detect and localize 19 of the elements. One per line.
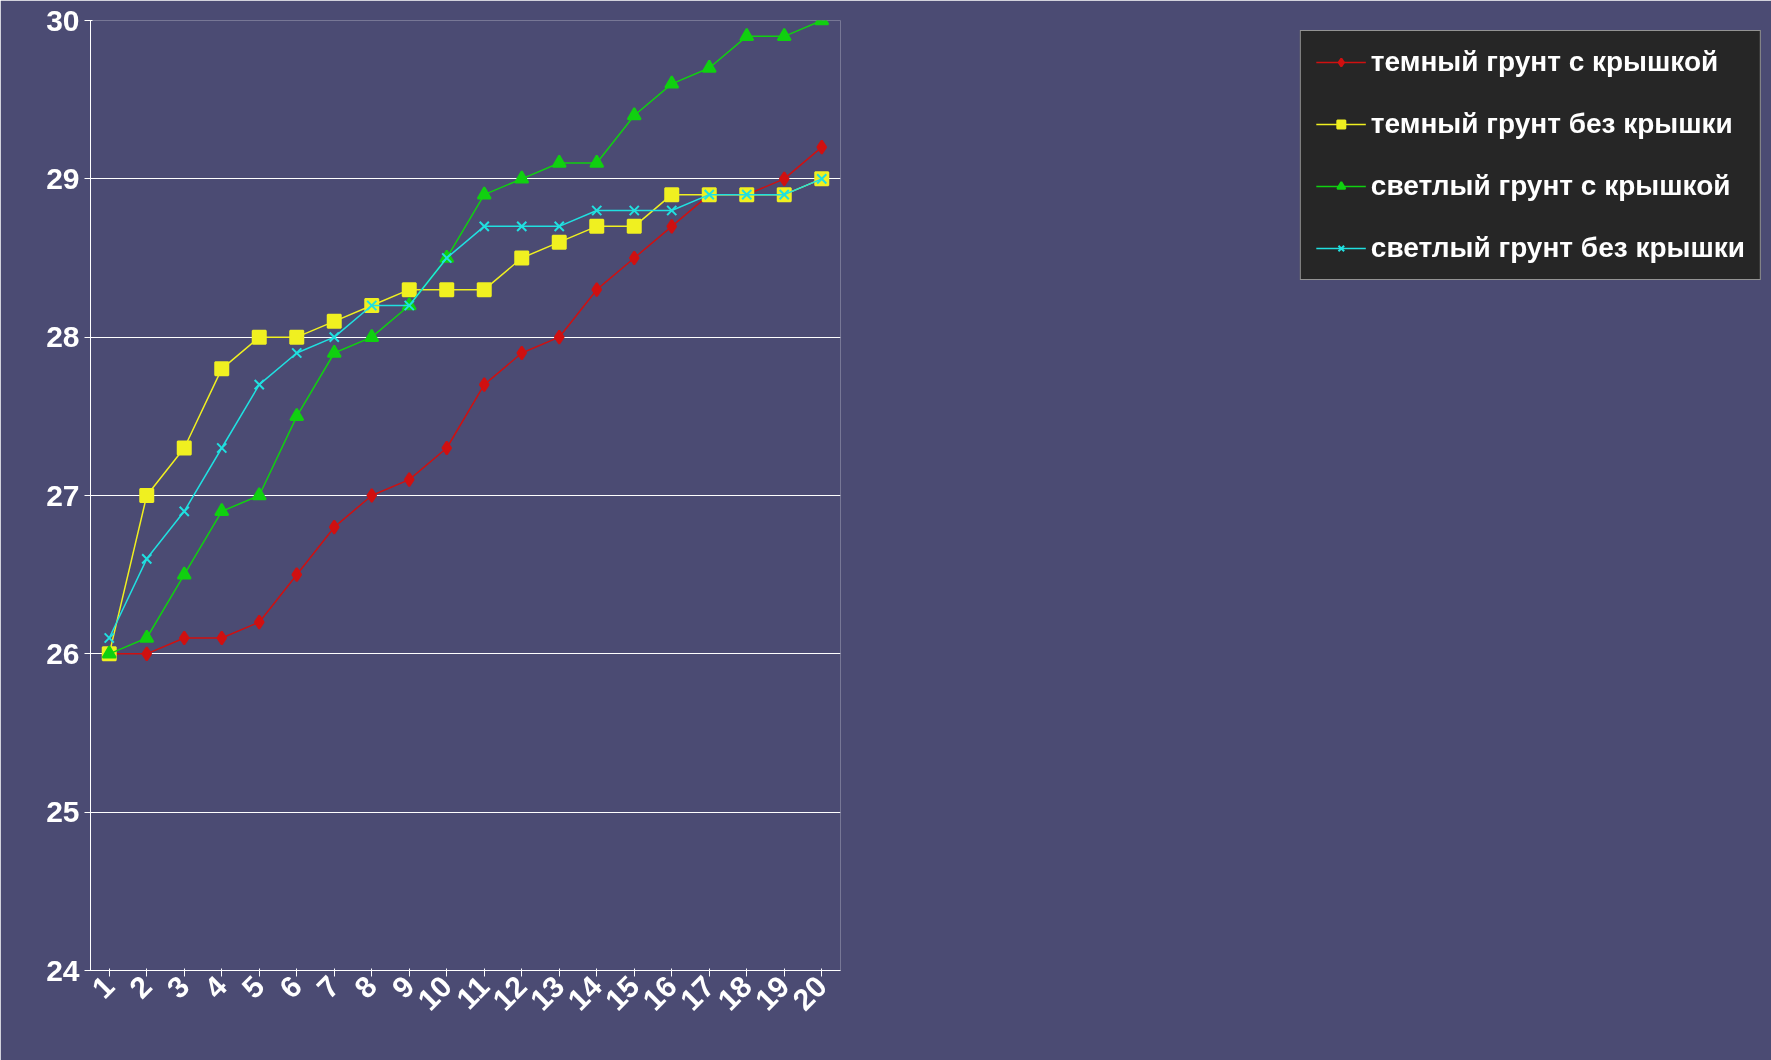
x-tick-label: 8	[347, 969, 384, 1005]
x-tick-label: 7	[310, 969, 346, 1005]
y-tick-label: 28	[46, 320, 80, 354]
x-tick-label: 5	[235, 969, 271, 1005]
legend-label: светлый грунт с крышкой	[1370, 170, 1731, 202]
y-tick-label: 29	[46, 161, 80, 195]
legend-label: темный грунт с крышкой	[1370, 46, 1719, 78]
y-tick-label: 25	[46, 795, 80, 829]
x-tick-label: 4	[197, 969, 234, 1005]
y-tick-label: 24	[46, 953, 80, 987]
x-tick-label: 3	[160, 969, 196, 1005]
legend-label: темный грунт без крышки	[1370, 108, 1733, 140]
y-tick-label: 26	[46, 636, 80, 670]
x-tick-label: 6	[272, 969, 309, 1005]
x-tick-label: 1	[85, 969, 121, 1005]
y-tick-label: 27	[46, 478, 80, 512]
y-tick-label: 30	[46, 3, 80, 37]
legend-label: светлый грунт без крышки	[1370, 232, 1745, 264]
x-tick-label: 2	[122, 969, 159, 1005]
